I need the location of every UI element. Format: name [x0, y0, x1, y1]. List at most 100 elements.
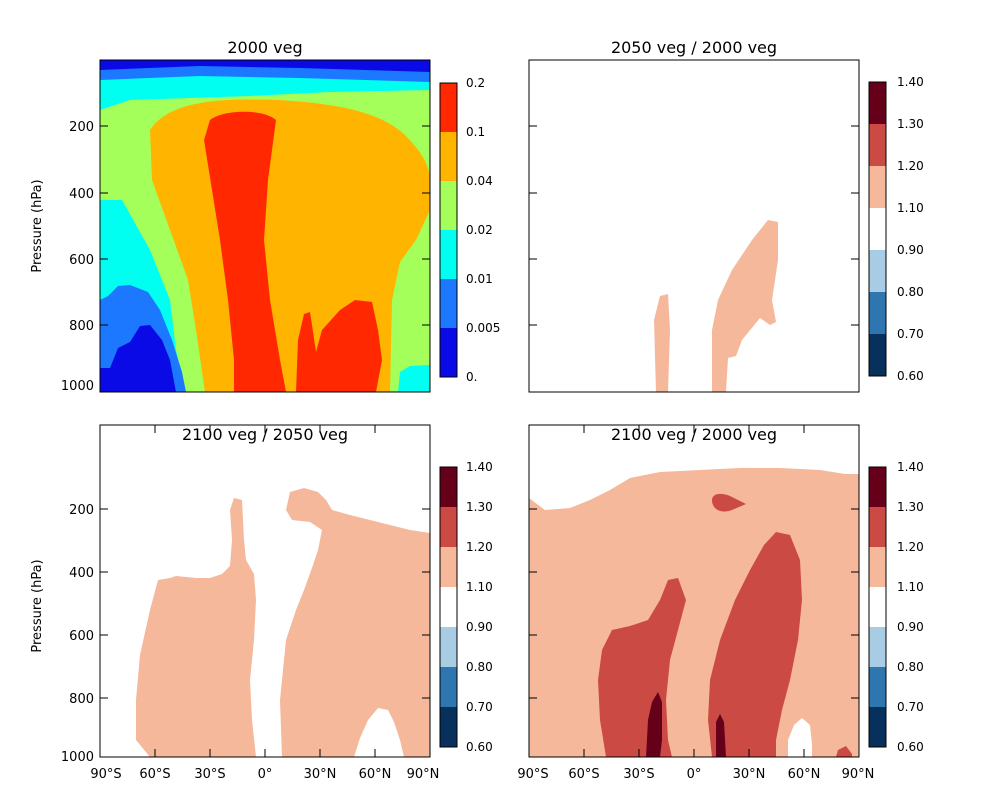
x-tick-labels: 90°S 60°S 30°S 0° 30°N 60°N 90°N	[517, 767, 874, 782]
colorbar-swatch	[869, 250, 886, 292]
x-tick-label: 30°N	[304, 767, 337, 782]
colorbar-swatch	[440, 507, 457, 547]
colorbar-swatch	[869, 587, 886, 627]
colorbar-label: 1.30	[897, 500, 924, 514]
colorbar-swatch	[440, 547, 457, 587]
colorbar: 1.40 1.30 1.20 1.10 0.90 0.80 0.70 0.60	[439, 460, 493, 754]
colorbar-swatch	[440, 587, 457, 627]
colorbar-frame	[868, 466, 887, 748]
x-tick-label: 0°	[687, 767, 702, 782]
colorbar-label: 0.1	[466, 125, 485, 139]
colorbar-label: 0.04	[466, 174, 493, 188]
colorbar-frame	[868, 81, 887, 377]
contour-fill	[100, 60, 430, 392]
colorbar-swatch	[869, 292, 886, 334]
level-white	[529, 60, 859, 392]
colorbar-swatch	[869, 547, 886, 587]
x-tick-labels: 90°S 60°S 30°S 0° 30°N 60°N 90°N	[90, 767, 439, 782]
colorbar-swatch	[869, 667, 886, 707]
level-darkred-south	[646, 692, 662, 757]
contour-fill	[529, 425, 859, 757]
ticks	[529, 425, 859, 757]
colorbar-swatch	[440, 667, 457, 707]
x-tick-label: 60°N	[788, 767, 821, 782]
colorbar-label: 0.60	[897, 369, 924, 383]
x-tick-label: 60°S	[568, 767, 599, 782]
panel-2100-over-2050: 2100 veg / 2050 veg Pressure (hPa) 200 4…	[30, 424, 493, 782]
colorbar-label: 0.60	[897, 740, 924, 754]
y-tick-label: 600	[69, 629, 94, 644]
y-tick-labels: 200 400 600 800 1000	[61, 120, 94, 394]
x-tick-label: 30°S	[194, 767, 225, 782]
colorbar-label: 1.30	[897, 117, 924, 131]
colorbar-swatch	[440, 467, 457, 507]
x-tick-label: 90°N	[842, 767, 875, 782]
plot-frame	[528, 59, 860, 393]
level-red-north	[708, 532, 802, 757]
y-ticks	[100, 125, 430, 326]
colorbar-label: 0.80	[897, 660, 924, 674]
colorbar-swatch	[869, 82, 886, 124]
level-darkred-north	[716, 714, 726, 757]
y-tick-label: 1000	[61, 379, 94, 394]
colorbar-swatch	[869, 208, 886, 250]
level-red-corner	[836, 746, 852, 757]
y-tick-label: 1000	[61, 750, 94, 765]
y-tick-label: 200	[69, 503, 94, 518]
colorbar-label: 0.005	[466, 321, 500, 335]
colorbar-label: 0.90	[897, 620, 924, 634]
colorbar-swatch	[869, 627, 886, 667]
y-tick-label: 200	[69, 120, 94, 135]
colorbar-label: 1.40	[897, 75, 924, 89]
colorbar-label: 1.20	[897, 159, 924, 173]
colorbar-swatch	[440, 181, 457, 230]
colorbar: 1.40 1.30 1.20 1.10 0.90 0.80 0.70 0.60	[868, 75, 924, 383]
contour-fill	[100, 425, 430, 757]
contour-fill	[529, 60, 859, 392]
colorbar-swatch	[869, 707, 886, 747]
colorbar-label: 1.20	[897, 540, 924, 554]
y-tick-label: 800	[69, 319, 94, 334]
x-tick-label: 0°	[258, 767, 273, 782]
y-ticks	[529, 125, 859, 326]
colorbar-label: 0.60	[466, 740, 493, 754]
level-red-south	[598, 578, 686, 757]
level-salmon-south	[136, 498, 256, 757]
level-blue-dark	[100, 325, 176, 392]
colorbar-label: 0.80	[466, 660, 493, 674]
y-tick-label: 600	[69, 253, 94, 268]
colorbar-label: 1.10	[897, 201, 924, 215]
colorbar-label: 1.30	[466, 500, 493, 514]
y-axis-label: Pressure (hPa)	[30, 559, 45, 652]
colorbar-label: 0.80	[897, 285, 924, 299]
colorbar-label: 1.10	[466, 580, 493, 594]
level-blue-dark-top	[100, 60, 430, 72]
colorbar-swatch	[440, 707, 457, 747]
colorbar-label: 1.20	[466, 540, 493, 554]
level-cyan-patch	[398, 365, 430, 392]
colorbar: 1.40 1.30 1.20 1.10 0.90 0.80 0.70 0.60	[868, 460, 924, 754]
panel-title: 2100 veg / 2000 veg	[611, 425, 777, 444]
colorbar-label: 0.90	[466, 620, 493, 634]
level-red-north	[296, 300, 382, 392]
colorbar-swatch	[440, 230, 457, 279]
colorbar-swatch	[869, 166, 886, 208]
level-salmon	[529, 468, 859, 757]
colorbar-swatch	[869, 334, 886, 376]
colorbar-swatch	[440, 627, 457, 667]
panel-2100-over-2000: 2100 veg / 2000 veg 90°S 60°S 30°S 0° 30…	[517, 424, 924, 782]
level-red-central	[204, 111, 286, 392]
colorbar-label: 0.70	[897, 327, 924, 341]
colorbar: 0.2 0.1 0.04 0.02 0.01 0.005 0.	[439, 76, 500, 384]
colorbar-label: 0.01	[466, 272, 493, 286]
y-axis-label: Pressure (hPa)	[30, 179, 45, 272]
y-tick-label: 400	[69, 566, 94, 581]
colorbar-swatch	[869, 124, 886, 166]
x-tick-label: 30°S	[623, 767, 654, 782]
colorbar-label: 0.	[466, 370, 477, 384]
y-tick-labels: 200 400 600 800 1000	[61, 503, 94, 765]
panel-title: 2100 veg / 2050 veg	[182, 425, 348, 444]
panel-title: 2050 veg / 2000 veg	[611, 38, 777, 57]
colorbar-swatch	[440, 83, 457, 132]
